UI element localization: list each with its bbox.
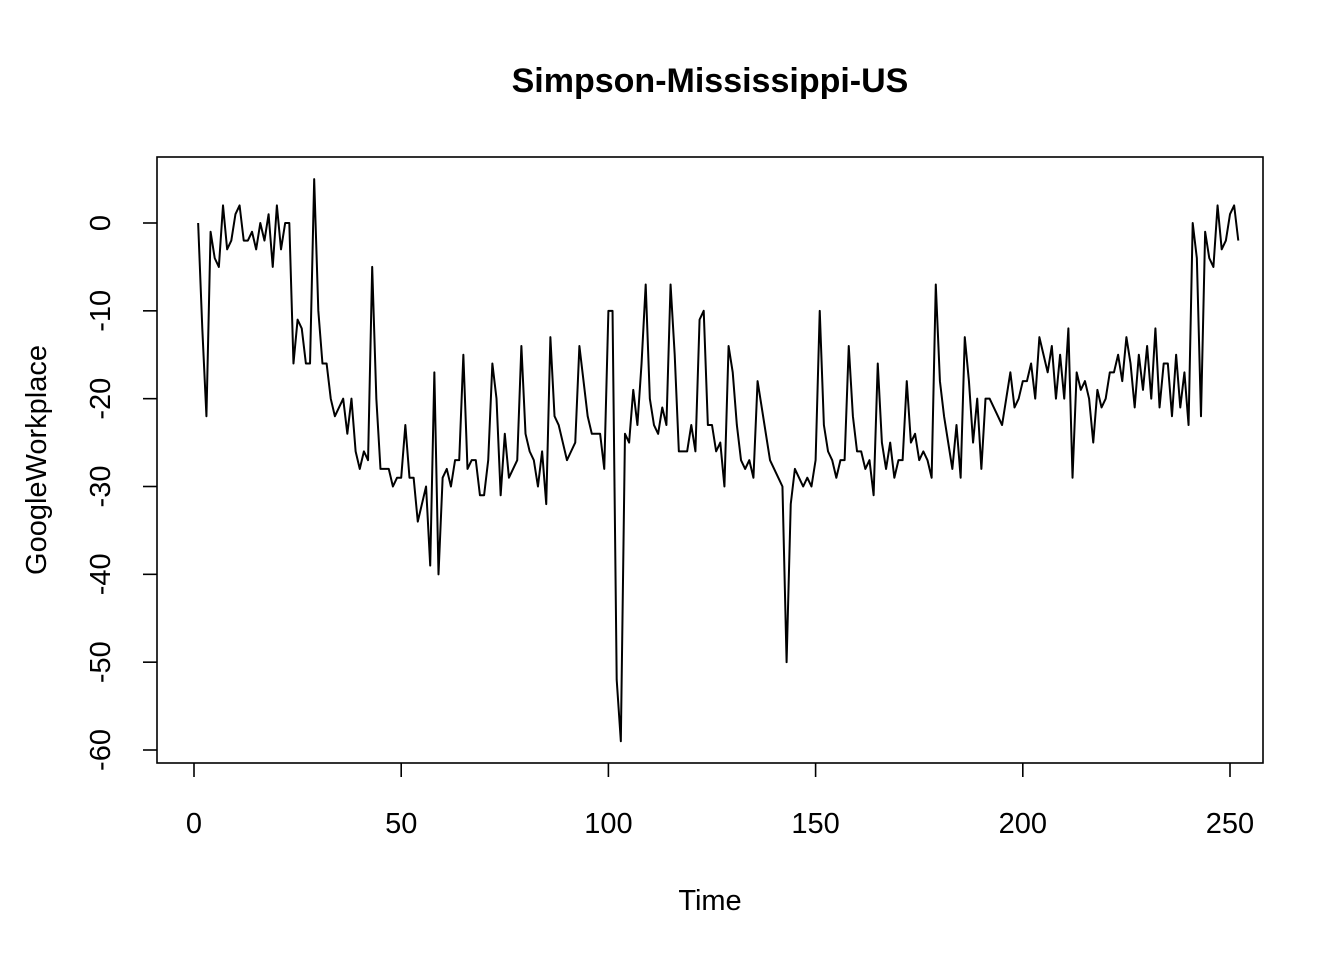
x-axis-label: Time — [678, 885, 741, 917]
y-tick-label: -20 — [85, 378, 117, 420]
series-line — [197, 178, 1240, 743]
x-tick-label: 150 — [791, 808, 839, 840]
y-tick-label: -10 — [85, 290, 117, 332]
y-axis-label: GoogleWorkplace — [21, 345, 53, 575]
chart-title: Simpson-Mississippi-US — [512, 62, 909, 100]
x-tick-label: 0 — [186, 808, 202, 840]
y-tick-label: -60 — [85, 729, 117, 771]
x-tick-label: 50 — [385, 808, 417, 840]
y-tick-label: -40 — [85, 553, 117, 595]
y-tick-label: -30 — [85, 466, 117, 508]
x-axis: 0 50 100 150 200 250 — [186, 763, 1254, 840]
y-axis: 0 -10 -20 -30 -40 -50 -60 — [85, 215, 157, 771]
plot-frame — [156, 156, 1264, 764]
y-tick-label: -50 — [85, 641, 117, 683]
x-tick-label: 100 — [584, 808, 632, 840]
x-tick-label: 200 — [999, 808, 1047, 840]
y-tick-label: 0 — [85, 215, 117, 231]
x-tick-label: 250 — [1206, 808, 1254, 840]
